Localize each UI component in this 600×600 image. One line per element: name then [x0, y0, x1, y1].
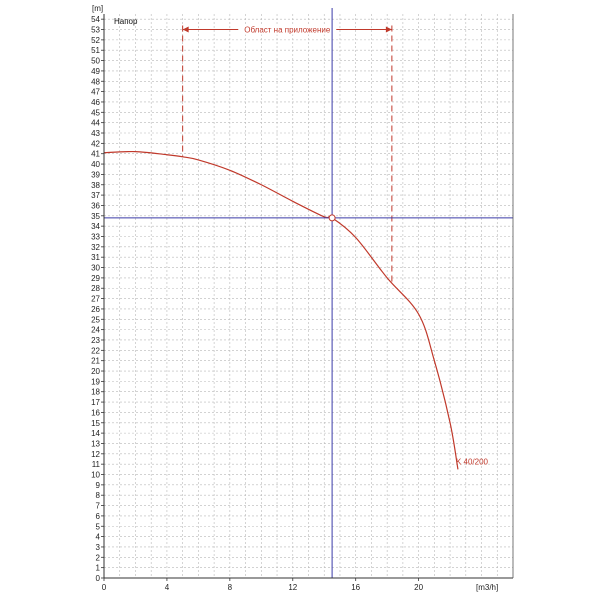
y-tick-label-14: 14: [91, 429, 100, 438]
y-tick-label-18: 18: [91, 388, 100, 397]
series-label-k40-200: K 40/200: [456, 457, 489, 466]
y-tick-label-2: 2: [96, 553, 101, 562]
y-tick-label-21: 21: [91, 357, 100, 366]
y-tick-label-25: 25: [91, 315, 100, 324]
y-tick-label-7: 7: [96, 502, 101, 511]
x-tick-label-16: 16: [351, 583, 360, 592]
y-tick-label-8: 8: [96, 491, 101, 500]
y-tick-label-50: 50: [91, 57, 100, 66]
grid-lines: [104, 14, 513, 578]
operating-point-crosshair: [104, 8, 513, 578]
y-tick-label-26: 26: [91, 305, 100, 314]
y-tick-label-22: 22: [91, 346, 100, 355]
y-tick-label-31: 31: [91, 253, 100, 262]
y-tick-label-54: 54: [91, 15, 100, 24]
series-lines: [103, 150, 459, 470]
y-tick-label-43: 43: [91, 129, 100, 138]
x-tick-label-12: 12: [288, 583, 297, 592]
y-tick-label-34: 34: [91, 222, 100, 231]
y-tick-label-38: 38: [91, 181, 100, 190]
y-tick-label-13: 13: [91, 439, 100, 448]
y-tick-label-5: 5: [96, 522, 101, 531]
axes: [101, 14, 514, 581]
y-tick-label-11: 11: [92, 460, 101, 469]
tick-labels: 0123456789101112131415161718192021222324…: [91, 15, 424, 592]
y-tick-label-51: 51: [91, 46, 100, 55]
y-tick-label-37: 37: [91, 191, 100, 200]
y-tick-label-28: 28: [91, 284, 100, 293]
y-tick-label-46: 46: [91, 98, 100, 107]
y-tick-label-10: 10: [91, 471, 100, 480]
x-tick-label-4: 4: [165, 583, 170, 592]
y-tick-label-16: 16: [91, 408, 100, 417]
range-arrow-right-head: [385, 26, 392, 33]
y-tick-label-15: 15: [91, 419, 100, 428]
y-tick-label-17: 17: [91, 398, 100, 407]
y-tick-label-40: 40: [91, 160, 100, 169]
x-tick-label-0: 0: [102, 583, 107, 592]
y-tick-label-23: 23: [91, 336, 100, 345]
y-tick-label-9: 9: [96, 481, 101, 490]
y-tick-label-4: 4: [96, 533, 101, 542]
y-tick-label-35: 35: [91, 212, 100, 221]
y-tick-label-6: 6: [96, 512, 101, 521]
x-tick-label-8: 8: [228, 583, 233, 592]
y-tick-label-47: 47: [91, 88, 100, 97]
y-tick-label-33: 33: [91, 232, 100, 241]
y-tick-label-39: 39: [91, 170, 100, 179]
y-tick-label-29: 29: [91, 274, 100, 283]
range-label-background: [238, 24, 337, 35]
application-range-label: Област на приложение: [244, 26, 331, 35]
y-tick-label-42: 42: [91, 139, 100, 148]
y-tick-label-48: 48: [91, 77, 100, 86]
y-axis-unit-label: [m]: [92, 4, 103, 13]
y-tick-label-20: 20: [91, 367, 100, 376]
chart-title: Напор: [114, 17, 138, 26]
y-tick-label-24: 24: [91, 326, 100, 335]
y-tick-label-12: 12: [91, 450, 100, 459]
y-tick-label-19: 19: [91, 377, 100, 386]
operating-point-marker: [328, 214, 336, 222]
y-tick-label-1: 1: [96, 564, 101, 573]
y-tick-label-3: 3: [96, 543, 101, 552]
series-line-0: [103, 150, 459, 470]
y-tick-label-30: 30: [91, 264, 100, 273]
y-tick-label-32: 32: [91, 243, 100, 252]
y-tick-label-52: 52: [91, 36, 100, 45]
y-tick-label-45: 45: [91, 108, 100, 117]
range-arrow-left-head: [182, 26, 189, 33]
y-tick-label-53: 53: [91, 26, 100, 35]
y-tick-label-27: 27: [91, 295, 100, 304]
y-tick-label-36: 36: [91, 201, 100, 210]
y-tick-label-44: 44: [91, 119, 100, 128]
application-range: [182, 24, 393, 284]
y-tick-label-0: 0: [96, 574, 101, 583]
x-axis-unit-label: [m3/h]: [476, 583, 498, 592]
x-tick-label-20: 20: [414, 583, 423, 592]
y-tick-label-49: 49: [91, 67, 100, 76]
y-tick-label-41: 41: [91, 150, 100, 159]
